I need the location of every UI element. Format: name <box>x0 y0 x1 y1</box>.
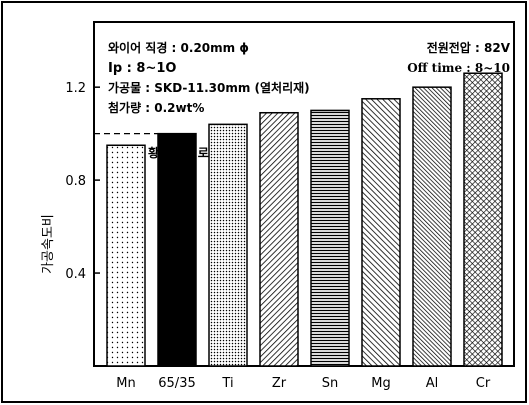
annotation-workpiece: 가공물 : SKD-11.30mm (열처리재) <box>108 80 310 95</box>
bar-65-35 <box>157 132 197 367</box>
y-tick-label: 1.2 <box>65 81 86 96</box>
annotation-offtime: Off time : 8~10 <box>407 61 510 75</box>
x-tick-label: Al <box>426 376 439 391</box>
x-tick-label: Zr <box>272 376 287 391</box>
x-tick-label: Sn <box>322 376 339 391</box>
bar-al <box>412 86 452 367</box>
bar-ti <box>208 123 248 367</box>
x-tick-label: Mn <box>116 376 135 391</box>
y-ticks: 0.4 0.8 1.2 <box>65 81 100 282</box>
y-tick-label: 0.4 <box>65 267 86 282</box>
annotation-ip: Ip : 8~1O <box>108 61 176 76</box>
y-axis-label: 가공속도비 <box>41 214 56 274</box>
y-tick-label: 0.8 <box>65 174 86 189</box>
annotation-voltage: 전원전압 : 82V <box>427 40 511 55</box>
bar-zr <box>259 111 299 367</box>
x-tick-label: Cr <box>476 376 491 391</box>
plot-frame <box>93 21 515 367</box>
bar-mn <box>106 144 146 367</box>
x-tick-label: Ti <box>221 376 233 391</box>
bar-mg <box>361 98 401 367</box>
bar-cr <box>463 72 503 367</box>
annotation-additive: 첨가량 : 0.2wt% <box>108 100 204 115</box>
bars <box>106 72 503 367</box>
x-tick-label: 65/35 <box>158 376 195 391</box>
annotation-wire-diameter: 와이어 직경 : 0.20mm ϕ <box>108 40 249 55</box>
x-tick-label: Mg <box>371 376 390 391</box>
bar-sn <box>310 109 350 367</box>
x-tick-labels: Mn 65/35 Ti Zr Sn Mg Al Cr <box>116 376 491 391</box>
